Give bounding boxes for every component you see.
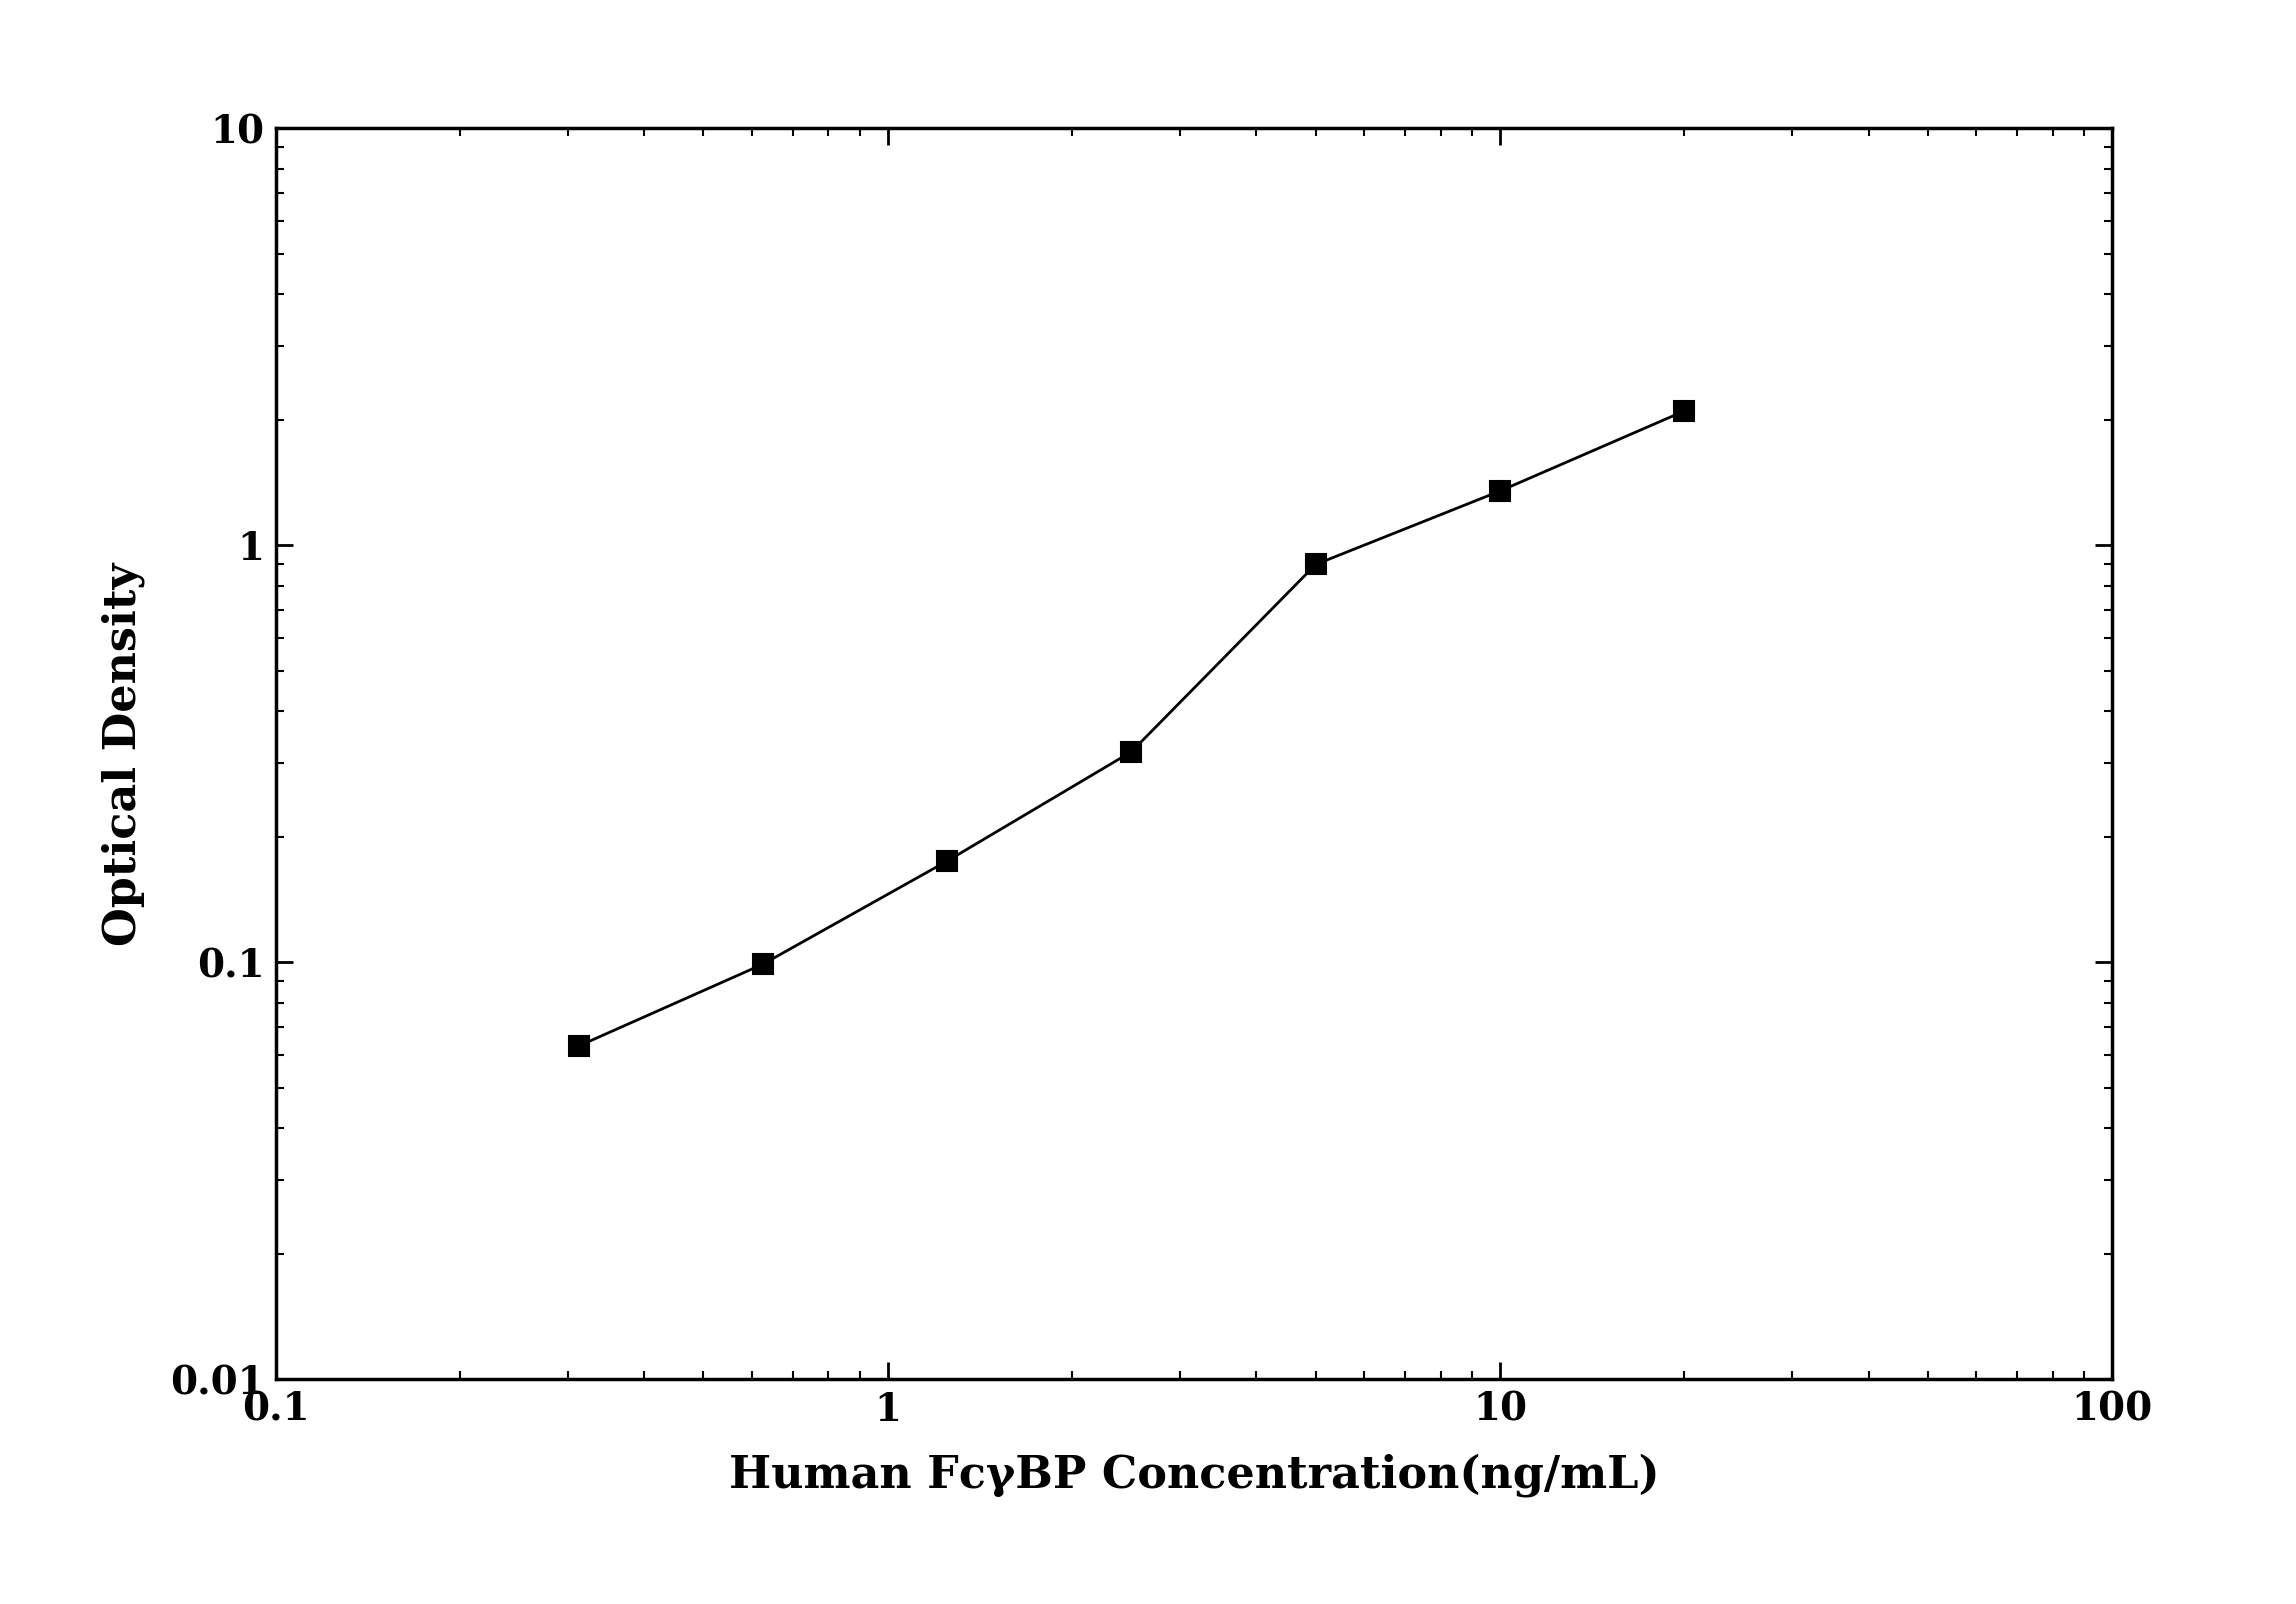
Y-axis label: Optical Density: Optical Density bbox=[101, 563, 145, 945]
X-axis label: Human FcγBP Concentration(ng/mL): Human FcγBP Concentration(ng/mL) bbox=[728, 1453, 1660, 1497]
